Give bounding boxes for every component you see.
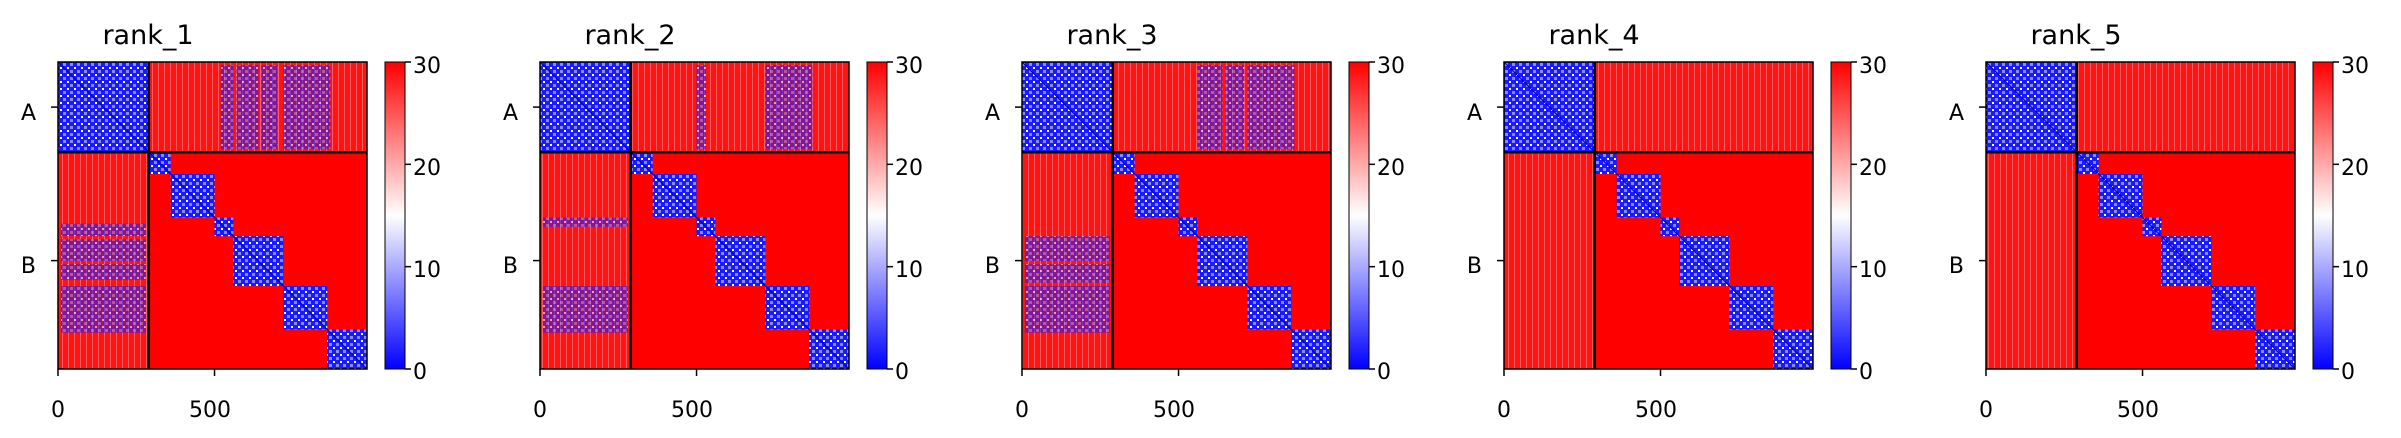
colorbar xyxy=(866,61,888,370)
colorbar-tick-label-10: 10 xyxy=(1377,258,1405,283)
colorbar-tick-label-0: 0 xyxy=(413,360,427,385)
interchain-texture-lower xyxy=(540,152,631,369)
interchain-contact-lower-2 xyxy=(61,85,146,151)
panel-title: rank_1 xyxy=(102,20,193,51)
y-tick-label-a: A xyxy=(1467,101,1482,126)
colorbar-tick-label-0: 0 xyxy=(895,360,909,385)
interchain-contact-lower-5 xyxy=(61,264,146,280)
axes-frame xyxy=(1985,61,2296,370)
axes-frame xyxy=(539,61,850,370)
y-tick-label-a: A xyxy=(985,101,1000,126)
axes-frame xyxy=(1021,61,1332,370)
interchain-texture-upper xyxy=(1594,62,1813,153)
y-tick-label-a: A xyxy=(1949,101,1964,126)
x-tick-label-500: 500 xyxy=(671,398,713,423)
interchain-contact-upper-4 xyxy=(236,65,259,150)
interchain-texture-lower xyxy=(1504,152,1595,369)
colorbar-tick-label-20: 20 xyxy=(1377,156,1405,181)
interchain-contact-lower-6 xyxy=(61,285,146,333)
colorbar-tick-label-10: 10 xyxy=(895,258,923,283)
interchain-contact-lower-2 xyxy=(1025,264,1110,283)
interchain-contact-lower-3 xyxy=(1025,285,1110,333)
panel-rank-2: rank_2 A B 0 500 0 10 20 30 xyxy=(503,20,923,423)
x-tick-label-0: 0 xyxy=(1979,398,1993,423)
colorbar-tick-label-20: 20 xyxy=(413,156,441,181)
interchain-texture-upper xyxy=(630,62,849,153)
colorbar-tick-label-30: 30 xyxy=(2341,54,2369,79)
y-tick-label-a: A xyxy=(503,101,518,126)
y-tick-label-b: B xyxy=(1467,254,1482,279)
colorbar xyxy=(2312,61,2334,370)
interchain-contact-upper-3 xyxy=(220,65,234,150)
diagonal-line xyxy=(1021,61,1332,370)
panel-title: rank_3 xyxy=(1066,20,1157,51)
colorbar-tick-label-10: 10 xyxy=(1859,258,1887,283)
colorbar-tick-label-30: 30 xyxy=(1377,54,1405,79)
colorbar-tick-label-30: 30 xyxy=(1859,54,1887,79)
interchain-texture-lower xyxy=(1986,152,2077,369)
colorbar-tick-label-20: 20 xyxy=(895,156,923,181)
x-tick-label-500: 500 xyxy=(189,398,231,423)
colorbar-tick-label-0: 0 xyxy=(1859,360,1873,385)
y-tick-label-b: B xyxy=(1949,254,1964,279)
diagonal-line xyxy=(539,61,850,370)
interchain-contact-upper-1 xyxy=(696,65,706,150)
interchain-contact-lower-3 xyxy=(61,223,146,237)
diagonal-line xyxy=(1503,61,1814,370)
colorbar xyxy=(1830,61,1852,370)
interchain-contact-upper-3 xyxy=(1247,65,1295,150)
x-tick-label-0: 0 xyxy=(1497,398,1511,423)
colorbar-tick-label-10: 10 xyxy=(413,258,441,283)
diagonal-line xyxy=(57,61,368,370)
interchain-contact-lower-2 xyxy=(543,285,628,333)
colorbar-tick-label-30: 30 xyxy=(413,54,441,79)
panel-rank-4: rank_4 A B 0 500 0 10 20 30 xyxy=(1467,20,1887,423)
x-tick-label-0: 0 xyxy=(51,398,65,423)
panel-title: rank_4 xyxy=(1548,20,1639,51)
interchain-contact-lower-4 xyxy=(61,239,146,262)
interchain-contact-upper-2 xyxy=(1225,65,1245,150)
y-tick-label-b: B xyxy=(503,254,518,279)
colorbar-tick-label-0: 0 xyxy=(1377,360,1391,385)
panel-title: rank_5 xyxy=(2030,20,2121,51)
y-tick-label-b: B xyxy=(985,254,1000,279)
y-tick-label-a: A xyxy=(21,101,36,126)
interchain-contact-upper-1 xyxy=(1197,65,1223,150)
interchain-texture-upper xyxy=(2076,62,2295,153)
panel-rank-1: rank_1 A B 0 500 0 10 20 30 xyxy=(21,20,441,423)
x-tick-label-500: 500 xyxy=(1635,398,1677,423)
panel-rank-3: rank_3 A B 0 500 0 10 20 30 xyxy=(985,20,1405,423)
x-tick-label-500: 500 xyxy=(2117,398,2159,423)
interchain-contact-upper-2 xyxy=(765,65,813,150)
interchain-contact-lower-1 xyxy=(543,217,628,227)
colorbar-tick-label-30: 30 xyxy=(895,54,923,79)
x-tick-label-0: 0 xyxy=(533,398,547,423)
interchain-contact-upper-5 xyxy=(261,65,278,150)
y-tick-label-b: B xyxy=(21,254,36,279)
x-tick-label-0: 0 xyxy=(1015,398,1029,423)
axes-frame xyxy=(57,61,368,370)
colorbar xyxy=(1348,61,1370,370)
diagonal-line xyxy=(1985,61,2296,370)
colorbar xyxy=(384,61,406,370)
panel-rank-5: rank_5 A B 0 500 0 10 20 30 xyxy=(1949,20,2369,423)
panel-title: rank_2 xyxy=(584,20,675,51)
colorbar-tick-label-0: 0 xyxy=(2341,360,2355,385)
x-tick-label-500: 500 xyxy=(1153,398,1195,423)
colorbar-tick-label-20: 20 xyxy=(2341,156,2369,181)
axes-frame xyxy=(1503,61,1814,370)
colorbar-tick-label-10: 10 xyxy=(2341,258,2369,283)
interchain-contact-upper-6 xyxy=(283,65,331,150)
colorbar-tick-label-20: 20 xyxy=(1859,156,1887,181)
interchain-contact-lower-1 xyxy=(1025,236,1110,262)
